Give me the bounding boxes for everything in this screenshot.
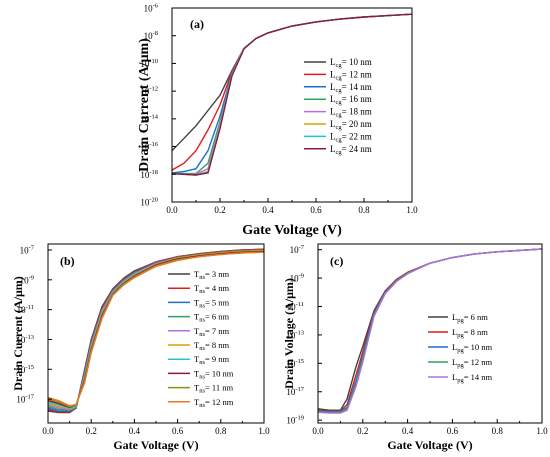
x-tick-label: 0.0	[166, 205, 178, 215]
y-axis-label: Drain Current (A/μm)	[137, 38, 152, 172]
y-tick-label: 10-15	[16, 364, 34, 375]
legend-entry: Tns= 7 nm	[194, 326, 230, 338]
y-tick-label: 10-20	[140, 197, 158, 208]
y-tick-label: 10-8	[144, 30, 158, 41]
y-tick-label: 10-6	[144, 3, 159, 14]
legend-entry: Lpg= 12 nm	[452, 357, 492, 369]
y-tick-label: 10-12	[140, 86, 158, 97]
y-tick-label: 10-19	[286, 415, 304, 426]
legend-entry: Lcg= 12 nm	[330, 69, 372, 81]
y-tick-label: 10-17	[286, 386, 304, 397]
x-tick-label: 0.2	[214, 205, 225, 215]
x-axis-label: Gate Voltage (V)	[113, 438, 198, 452]
series-line-c-0	[318, 248, 542, 411]
legend-entry: Tns= 3 nm	[194, 269, 230, 281]
y-tick-label: 10-9	[290, 273, 304, 284]
legend-entry: Tns= 12 nm	[194, 397, 234, 409]
y-tick-label: 10-16	[140, 141, 158, 152]
y-tick-label: 10-11	[287, 301, 304, 312]
legend-entry: Tns= 9 nm	[194, 354, 230, 366]
legend-entry: Tns= 8 nm	[194, 340, 230, 352]
y-axis-label: Drain Current (A/μm)	[11, 276, 25, 391]
series-line-a-1	[172, 13, 412, 171]
y-tick-label: 10-10	[140, 58, 158, 69]
legend-entry: Tns= 6 nm	[194, 312, 230, 324]
legend-entry: Lcg= 16 nm	[330, 94, 372, 106]
x-tick-label: 1.0	[536, 426, 548, 436]
y-axis-label: Drain Voltage (A/μm)	[282, 278, 296, 389]
series-line-c-1	[318, 248, 542, 412]
x-tick-label: 0.6	[447, 426, 459, 436]
x-tick-label: 0.6	[172, 426, 184, 436]
legend-entry: Tns= 5 nm	[194, 297, 230, 309]
legend-entry: Tns= 10 nm	[194, 368, 234, 380]
y-tick-label: 10-15	[286, 358, 304, 369]
series-line-a-7	[172, 13, 412, 176]
chart-panel-a: 0.0 0.2 0.4 0.6 0.8 1.0 10-20 10-18 10-16 10-14 10…	[137, 3, 418, 239]
x-tick-label: 0.6	[310, 205, 322, 215]
x-tick-label: 0.0	[312, 426, 324, 436]
legend-entry: Lcg= 18 nm	[330, 107, 372, 119]
y-tick-label: 10-7	[290, 244, 305, 255]
legend-entry: Lcg= 22 nm	[330, 131, 372, 143]
x-tick-label: 0.2	[357, 426, 368, 436]
y-tick-label: 10-14	[140, 113, 158, 124]
x-tick-label: 1.0	[406, 205, 418, 215]
legend-entry: Lpg= 6 nm	[452, 312, 488, 324]
x-tick-label: 0.4	[402, 426, 414, 436]
chart-panel-c: 0.0 0.2 0.4 0.6 0.8 1.0 10-19 10-17 10-15 10-13 10…	[282, 243, 548, 452]
series-line-c-4	[318, 248, 542, 414]
x-tick-label: 0.4	[262, 205, 274, 215]
y-tick-label: 10-13	[16, 334, 34, 345]
chart-panel-b: 0.0 0.2 0.4 0.6 0.8 1.0 10-17 10-15 10-13 10-11 10…	[11, 243, 270, 452]
x-tick-label: 0.8	[358, 205, 370, 215]
legend-entry: Lpg= 8 nm	[452, 327, 488, 339]
legend-entry: Lcg= 14 nm	[330, 82, 372, 94]
y-tick-label: 10-18	[140, 169, 158, 180]
x-axis-label: Gate Voltage (V)	[242, 223, 342, 238]
legend-entry: Lcg= 24 nm	[330, 144, 372, 156]
y-tick-label: 10-7	[20, 244, 35, 255]
panel-label: (c)	[330, 254, 343, 268]
legend-entry: Tns= 4 nm	[194, 283, 230, 295]
series-line-a-2	[172, 13, 412, 174]
legend-entry: Lcg= 10 nm	[330, 57, 372, 69]
y-tick-label: 10-17	[16, 394, 34, 405]
series-line-b-9	[48, 251, 264, 407]
legend-entry: Lpg= 10 nm	[452, 342, 492, 354]
x-tick-label: 0.2	[86, 426, 97, 436]
legend-entry: Tns= 11 nm	[194, 383, 233, 395]
x-tick-label: 0.0	[42, 426, 54, 436]
legend-entry: Lpg= 14 nm	[452, 372, 492, 384]
panel-label: (b)	[60, 254, 75, 268]
y-tick-label: 10-11	[17, 304, 34, 315]
x-tick-label: 0.4	[129, 426, 141, 436]
y-tick-label: 10-13	[286, 329, 304, 340]
legend-entry: Lcg= 20 nm	[330, 119, 372, 131]
x-tick-label: 1.0	[258, 426, 270, 436]
x-axis-label: Gate Voltage (V)	[387, 438, 472, 452]
y-tick-label: 10-9	[20, 274, 34, 285]
x-tick-label: 0.8	[492, 426, 504, 436]
x-tick-label: 0.8	[215, 426, 227, 436]
panel-label: (a)	[190, 17, 204, 31]
